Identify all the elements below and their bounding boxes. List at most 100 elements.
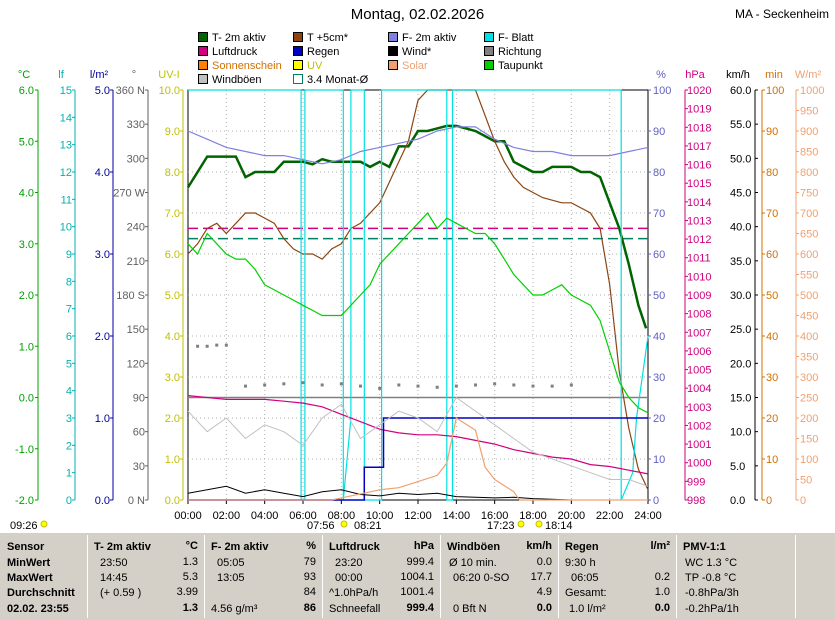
axis-tick-label: 1.0	[165, 454, 180, 466]
legend-item: Sonnenschein	[198, 59, 282, 73]
axis-tick-label: 1017	[687, 141, 711, 153]
axis-tick-label: 650	[800, 229, 818, 241]
axis-tick-label: 3.0	[165, 372, 180, 384]
axis-tick-label: 10	[653, 454, 665, 466]
axis-tick-label: 1007	[687, 327, 711, 339]
legend-label: Regen	[307, 46, 340, 58]
legend-item: F- 2m aktiv	[388, 31, 456, 45]
legend-item: Solar	[388, 59, 428, 73]
legend-label: T- 2m aktiv	[212, 32, 266, 44]
table-col-rain: Regen l/m² 9:30 h 06:05 0.2 Gesamt: 1.0 …	[559, 533, 676, 620]
table-col-pressure: Luftdruck hPa 23:20 999.4 00:00 1004.1 ^…	[323, 533, 440, 620]
axis-tick-label: 850	[800, 147, 818, 159]
axis-tick-label: 950	[800, 106, 818, 118]
axis-tick-label: 1015	[687, 178, 711, 190]
axis-tick-label: 80	[766, 167, 778, 179]
axis-tick-label: 6.0	[19, 85, 34, 97]
axis-unit-label: W/m²	[795, 69, 822, 81]
table-cell: 93	[303, 571, 316, 583]
axis-tick-label: 2.0	[165, 413, 180, 425]
legend-label: Taupunkt	[498, 60, 543, 72]
legend-item: Wind*	[388, 45, 431, 59]
legend-swatch	[484, 46, 494, 56]
axis-tick-label: 1004	[687, 383, 711, 395]
legend-item: UV	[293, 59, 322, 73]
axis-tick-label: 50	[766, 290, 778, 302]
axis-tick-label: 600	[800, 249, 818, 261]
legend-swatch	[198, 46, 208, 56]
table-cell: 23:20	[335, 557, 363, 569]
series-point-richtung	[493, 382, 497, 386]
table-divider	[795, 535, 796, 618]
table-cell: 0.0	[654, 602, 670, 614]
twilight-end-label: 18:14	[545, 520, 573, 532]
table-cell: 4.9	[536, 586, 552, 598]
x-tick-label: 08:00	[328, 510, 356, 522]
legend-item: Taupunkt	[484, 59, 543, 73]
axis-unit-label: hPa	[685, 69, 705, 81]
axis-tick-label: 0.0	[165, 495, 180, 507]
series-point-richtung	[435, 385, 439, 389]
axis-tick-label: 7	[66, 304, 72, 316]
table-cell: 14:45	[100, 572, 128, 584]
chart-svg: 6.05.04.03.02.01.00.0-1.0-2.0°C151413121…	[10, 69, 824, 532]
axis-tick-label: 0.0	[730, 495, 745, 507]
axis-tick-label: 100	[766, 85, 784, 97]
series-point-richtung	[282, 382, 286, 386]
series-point-richtung	[320, 383, 324, 387]
legend-swatch	[484, 32, 494, 42]
axis-tick-label: 500	[800, 290, 818, 302]
x-tick-label: 18:00	[519, 510, 547, 522]
axis-tick-label: 20.0	[730, 358, 751, 370]
legend-item: Richtung	[484, 45, 541, 59]
axis-tick-label: 5.0	[19, 136, 34, 148]
series-point-richtung	[263, 383, 267, 387]
table-cell: Ø 10 min.	[449, 557, 497, 569]
series-line-taupunkt	[187, 212, 649, 414]
sunrise-label: 07:56	[307, 520, 335, 532]
series-point-richtung	[244, 384, 247, 388]
twilight-start-label: 08:21	[354, 520, 382, 532]
legend-swatch	[388, 32, 398, 42]
legend-swatch	[198, 32, 208, 42]
table-cell: 00:00	[335, 572, 363, 584]
sunrise-left-label: 09:26	[10, 520, 38, 532]
axis-tick-label: 7.0	[165, 208, 180, 220]
legend-label: Solar	[402, 60, 428, 72]
axis-tick-label: 10	[766, 454, 778, 466]
axis-tick-label: 1011	[687, 253, 711, 265]
table-header: Luftdruck	[329, 541, 380, 553]
axis-unit-label: km/h	[726, 69, 750, 81]
axis-tick-label: 4.0	[95, 167, 110, 179]
table-cell: TP -0.8 °C	[685, 572, 737, 584]
x-tick-label: 14:00	[443, 510, 471, 522]
axis-tick-label: 1020	[687, 85, 711, 97]
axis-tick-label: 30	[766, 372, 778, 384]
axis-tick-label: 1009	[687, 290, 711, 302]
axis-tick-label: 180 S	[116, 290, 145, 302]
axis-tick-label: 1008	[687, 309, 711, 321]
legend-swatch	[388, 46, 398, 56]
axis-tick-label: 60	[133, 427, 145, 439]
table-row-label: MaxWert	[7, 572, 53, 584]
table-divider	[440, 535, 441, 618]
series-point-richtung	[196, 344, 200, 348]
legend-swatch	[293, 74, 303, 84]
axis-tick-label: 300	[127, 153, 145, 165]
legend-swatch	[484, 60, 494, 70]
series-line-f-2m-aktiv	[187, 126, 649, 165]
legend-swatch	[293, 46, 303, 56]
series-point-richtung	[397, 383, 401, 387]
series-point-richtung	[339, 382, 343, 386]
axis-tick-label: 0 N	[128, 495, 145, 507]
series-point-richtung	[359, 384, 362, 388]
table-cell: 13:05	[217, 572, 245, 584]
axis-tick-label: 90	[766, 126, 778, 138]
series-point-richtung	[215, 343, 219, 347]
table-cell: 0.0	[536, 556, 552, 568]
table-cell: -0.2hPa/1h	[685, 603, 739, 615]
table-cell: Schneefall	[329, 603, 381, 615]
axis-tick-label: -2.0	[15, 495, 34, 507]
table-cell: 999.4	[406, 556, 434, 568]
